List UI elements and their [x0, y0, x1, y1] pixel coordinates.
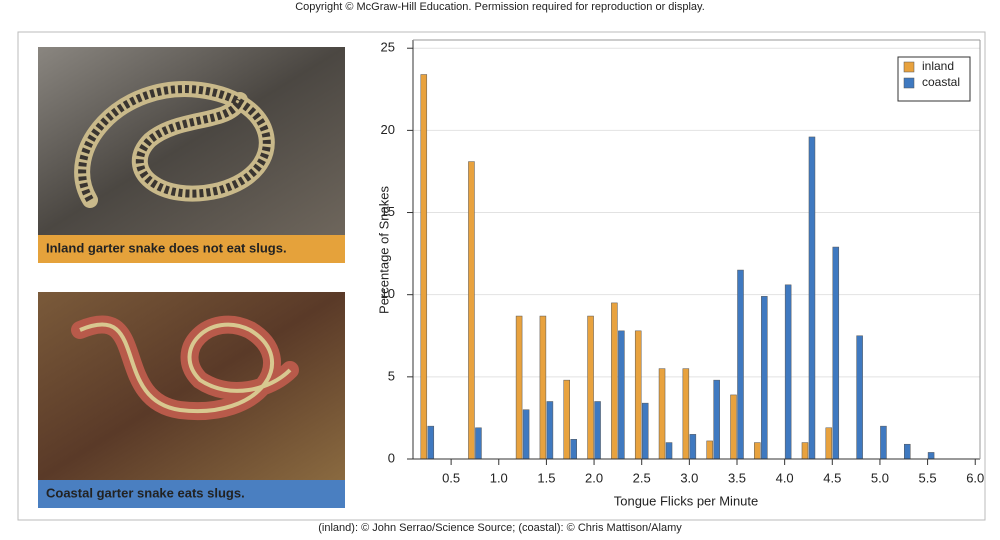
bar	[618, 330, 625, 460]
bar	[468, 161, 475, 460]
x-tick-label: 2.5	[633, 470, 651, 485]
inland-caption-box	[38, 235, 345, 263]
y-tick-label: 20	[381, 122, 395, 137]
bar	[522, 409, 530, 460]
bar	[689, 434, 697, 460]
x-tick-label: 2.0	[585, 470, 603, 485]
bar	[927, 452, 935, 460]
bar	[665, 442, 673, 460]
legend-label: coastal	[922, 75, 960, 89]
inland-caption: Inland garter snake does not eat slugs.	[46, 240, 287, 255]
coastal-caption: Coastal garter snake eats slugs.	[46, 485, 245, 500]
bar	[427, 425, 435, 460]
y-tick-label: 15	[381, 204, 395, 219]
bar	[611, 302, 618, 460]
bar	[658, 368, 666, 460]
bar	[594, 401, 601, 460]
x-tick-label: 5.5	[919, 470, 937, 485]
bar	[730, 394, 737, 460]
legend-swatch	[903, 61, 915, 73]
bar	[563, 379, 570, 460]
credit: (inland): © John Serrao/Science Source; …	[318, 522, 682, 534]
bar	[825, 427, 833, 460]
bar	[546, 401, 554, 460]
legend-swatch	[903, 77, 915, 89]
copyright: Copyright © McGraw-Hill Education. Permi…	[295, 1, 705, 13]
bar	[761, 296, 768, 460]
bar	[856, 335, 863, 460]
plot-area	[413, 40, 980, 459]
x-axis-label: Tongue Flicks per Minute	[614, 493, 759, 508]
x-tick-label: 4.0	[776, 470, 794, 485]
bar	[754, 442, 761, 460]
snake-stripe	[79, 322, 292, 414]
bar	[904, 443, 911, 460]
x-tick-label: 5.0	[871, 470, 889, 485]
bar	[808, 136, 816, 460]
bar	[420, 74, 428, 460]
y-tick-label: 25	[381, 40, 395, 55]
bar	[515, 315, 523, 460]
bar	[539, 315, 547, 460]
x-tick-label: 3.5	[728, 470, 746, 485]
bar	[832, 246, 840, 460]
legend-label: inland	[922, 59, 954, 73]
snake-pattern	[78, 85, 271, 203]
bar	[570, 439, 577, 460]
y-axis-label: Percentage of Snakes	[376, 186, 391, 314]
bar	[641, 402, 649, 460]
bar	[587, 315, 594, 460]
y-tick-label: 10	[381, 286, 395, 301]
bar	[801, 442, 809, 460]
y-tick-label: 0	[388, 450, 395, 465]
x-tick-label: 4.5	[823, 470, 841, 485]
bar	[682, 368, 690, 460]
bar	[475, 427, 482, 460]
x-tick-label: 6.0	[966, 470, 984, 485]
bar	[737, 269, 744, 460]
bar	[706, 440, 713, 460]
x-tick-label: 1.0	[490, 470, 508, 485]
x-tick-label: 3.0	[680, 470, 698, 485]
bar	[634, 330, 642, 460]
bar	[713, 379, 720, 460]
coastal-caption-box	[38, 480, 345, 508]
bar	[880, 425, 887, 460]
y-tick-label: 5	[388, 368, 395, 383]
x-tick-label: 1.5	[537, 470, 555, 485]
bar	[784, 284, 792, 460]
x-tick-label: 0.5	[442, 470, 460, 485]
